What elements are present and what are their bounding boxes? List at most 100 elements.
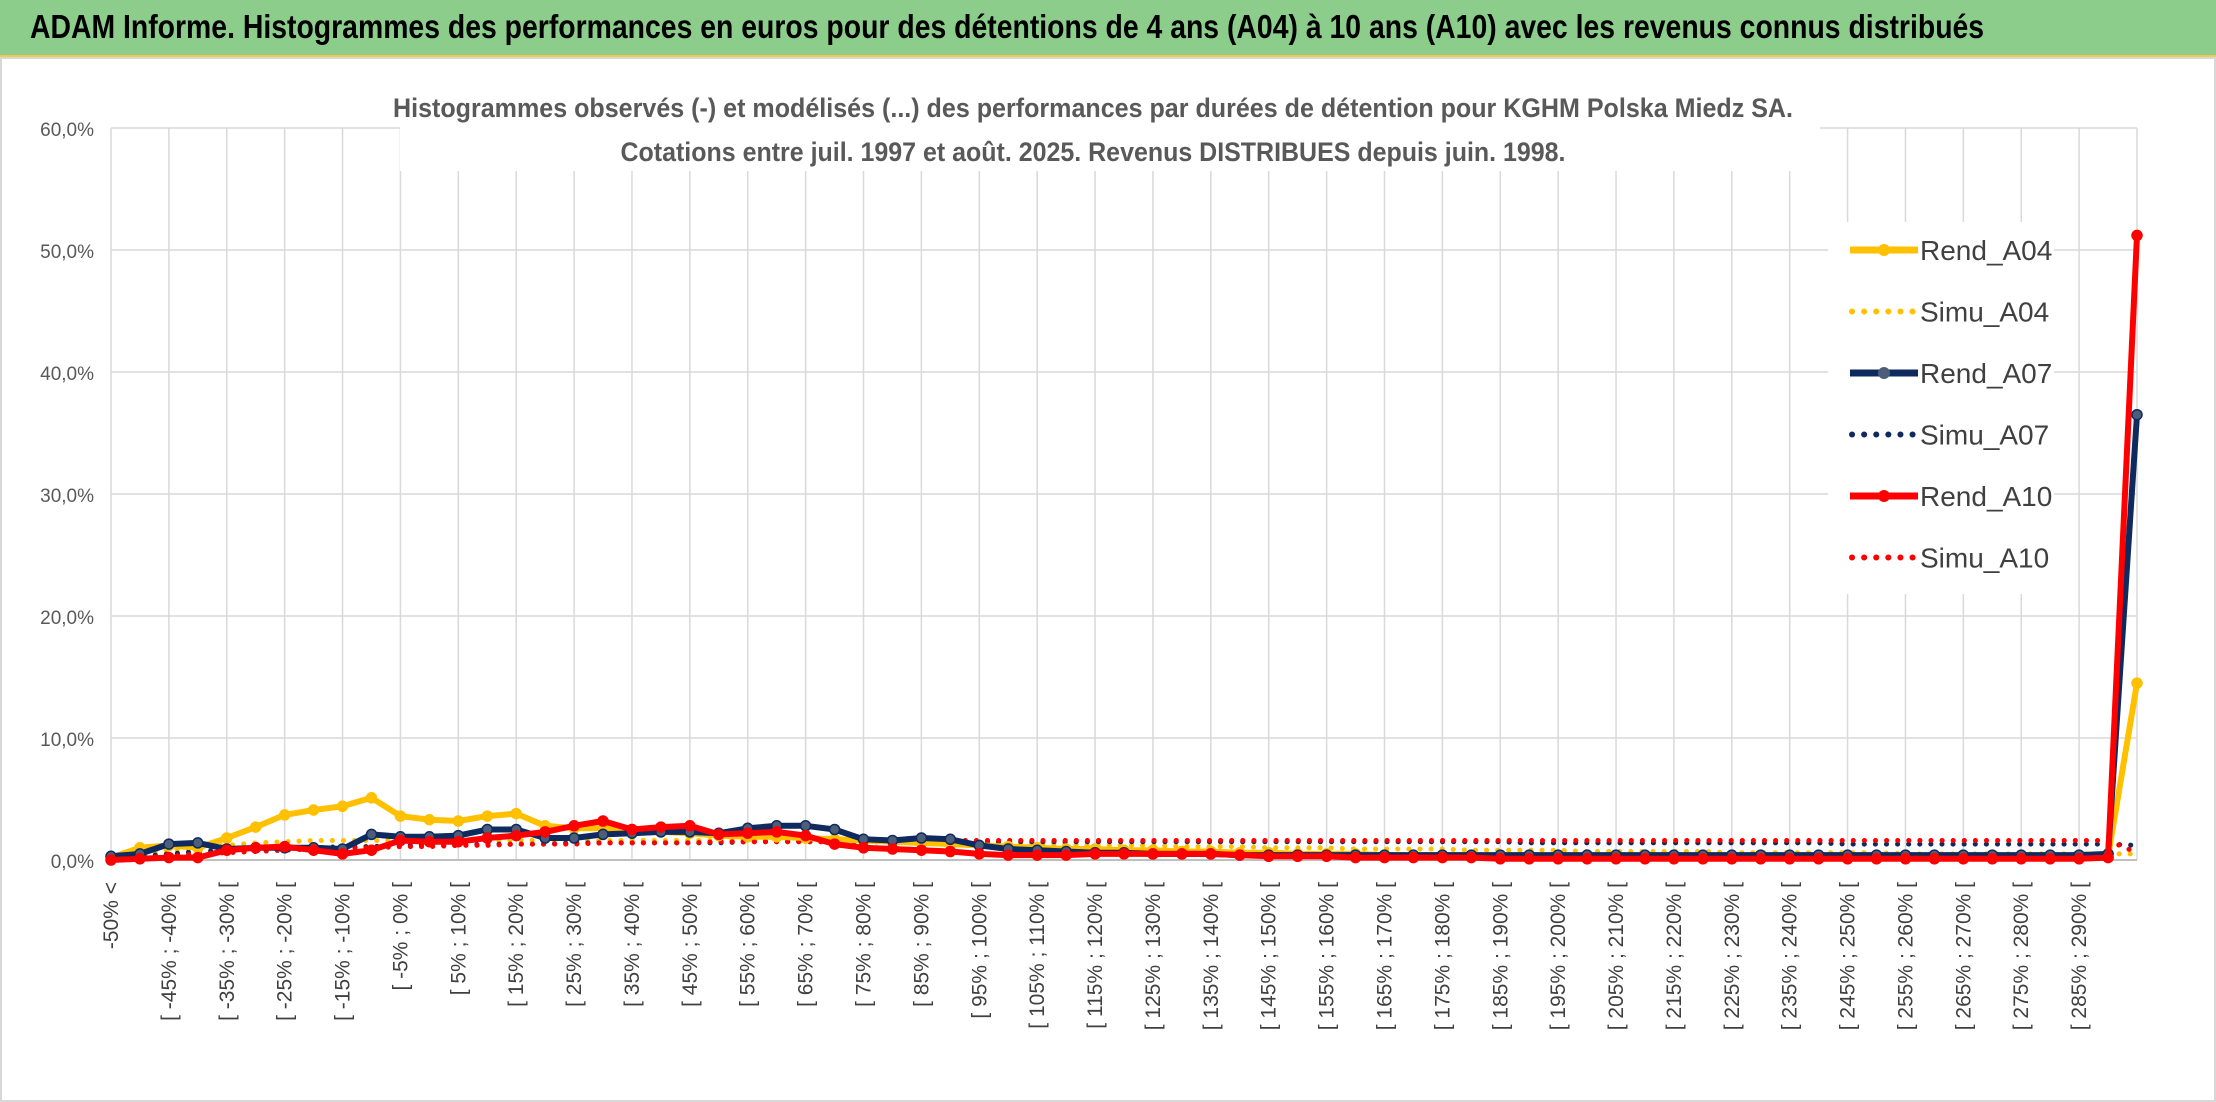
data-point [1668, 853, 1680, 865]
data-point [886, 843, 899, 855]
data-point [2073, 853, 2085, 865]
data-point [336, 848, 349, 860]
data-point [1349, 851, 1362, 864]
y-tick-label: 20,0% [40, 608, 94, 629]
legend-label: Rend_A10 [1920, 481, 2052, 512]
legend-label: Simu_A04 [1920, 297, 2049, 328]
data-point [394, 810, 407, 822]
data-point [163, 838, 175, 850]
data-point [134, 853, 146, 865]
data-point [1494, 853, 1507, 865]
y-tick-label: 60,0% [40, 120, 94, 141]
y-tick-label: 10,0% [40, 730, 94, 751]
data-point [1147, 848, 1159, 860]
data-point [915, 832, 928, 844]
x-tick-label: [ 5% ; 10% [ [447, 882, 470, 995]
series-line [108, 838, 2140, 862]
data-point [249, 842, 262, 854]
data-point [510, 807, 522, 820]
data-point [365, 828, 378, 841]
data-point [192, 851, 204, 864]
data-point [452, 815, 465, 827]
data-point [626, 823, 638, 836]
x-tick-label: [ 55% ; 60% [ [737, 882, 760, 1007]
data-point [2131, 408, 2143, 421]
data-point [568, 832, 580, 844]
data-point [1378, 851, 1391, 864]
data-point [1812, 853, 1825, 865]
data-series [105, 229, 2143, 866]
legend-label: Rend_A07 [1920, 358, 2052, 389]
data-point [481, 832, 494, 844]
legend-item-Rend_A07: Rend_A07 [1850, 358, 2052, 389]
data-point [1436, 851, 1449, 864]
data-point [944, 845, 957, 858]
data-point [221, 844, 233, 856]
data-point [249, 821, 262, 833]
data-point [1552, 853, 1564, 865]
data-point [336, 800, 349, 813]
x-tick-label: [ -25% ; -20% [ [274, 882, 297, 1021]
data-point [192, 837, 204, 849]
legend-marker [1878, 367, 1890, 379]
x-tick-label: [ 285% ; 290% [ [2068, 882, 2091, 1030]
legend-item-Simu_A10: Simu_A10 [1849, 543, 2049, 574]
data-point [1639, 853, 1651, 865]
data-point [684, 820, 696, 832]
data-point [423, 835, 436, 848]
legend-item-Rend_A10: Rend_A10 [1850, 481, 2052, 512]
x-tick-label: [ 255% ; 260% [ [1894, 882, 1917, 1030]
chart-title: Histogrammes observés (-) et modélisés (… [393, 93, 1793, 123]
x-tick-label: [ 265% ; 270% [ [1952, 882, 1975, 1030]
data-point [1205, 848, 1217, 860]
x-tick-label: -50% < [100, 882, 123, 949]
x-tick-label: [ 225% ; 230% [ [1721, 882, 1744, 1030]
series-Simu_A10 [108, 838, 2140, 862]
x-tick-label: [ 85% ; 90% [ [910, 882, 933, 1007]
series-Simu_A07 [108, 839, 2140, 862]
data-point [741, 827, 754, 839]
data-point [1291, 850, 1304, 863]
x-tick-label: [ 275% ; 280% [ [2010, 882, 2033, 1030]
data-point [2131, 677, 2143, 689]
title-background [400, 85, 1820, 171]
x-tick-label: [ 205% ; 210% [ [1605, 882, 1628, 1030]
data-point [973, 848, 986, 860]
data-point [539, 826, 551, 838]
x-tick-label: [ 105% ; 110% [ [1026, 882, 1049, 1029]
x-tick-label: [ 175% ; 180% [ [1431, 882, 1454, 1030]
x-tick-label: [ 235% ; 240% [ [1779, 882, 1802, 1030]
data-point [307, 844, 320, 856]
data-point [510, 829, 522, 842]
data-point [1118, 848, 1130, 860]
data-point [105, 854, 117, 866]
data-point [1262, 850, 1275, 863]
data-point [221, 832, 233, 844]
data-point [1986, 853, 1999, 865]
data-point [857, 842, 870, 854]
x-tick-label: [ 215% ; 220% [ [1663, 882, 1686, 1030]
series-Rend_A10 [105, 229, 2143, 866]
data-point [1060, 849, 1072, 861]
data-point [915, 844, 928, 856]
data-point [2044, 853, 2056, 865]
legend-marker [1878, 244, 1890, 256]
data-point [2102, 851, 2114, 864]
legend-label: Simu_A10 [1920, 543, 2049, 574]
chart-frame [0, 57, 2216, 1102]
legend: Rend_A04 Simu_A04 Rend_A07 Simu_A07 Rend_A10… [1828, 222, 2054, 594]
x-tick-label: [ -35% ; -30% [ [216, 882, 239, 1021]
data-point [1957, 853, 1970, 865]
x-tick-label: [ 165% ; 170% [ [1373, 882, 1396, 1030]
data-point [1523, 853, 1535, 865]
x-tick-label: [ -45% ; -40% [ [158, 882, 181, 1021]
x-tick-label: [ 35% ; 40% [ [621, 882, 644, 1007]
y-tick-label: 50,0% [40, 242, 94, 263]
data-point [278, 809, 291, 821]
x-tick-label: [ 65% ; 70% [ [795, 882, 818, 1007]
data-point [597, 828, 609, 841]
x-tick-label: [ 185% ; 190% [ [1489, 882, 1512, 1030]
x-tick-label: [ 95% ; 100% [ [968, 882, 991, 1019]
data-point [2131, 229, 2143, 242]
